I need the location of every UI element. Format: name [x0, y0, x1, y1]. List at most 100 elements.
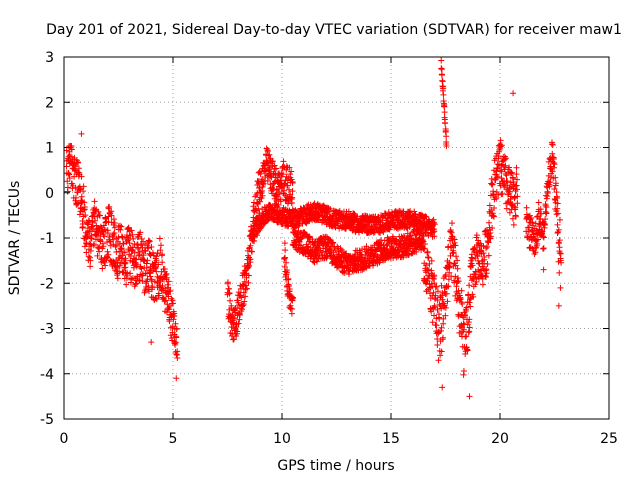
data-point: [165, 278, 172, 285]
data-point: [283, 259, 290, 266]
data-point: [539, 228, 546, 235]
data-point: [447, 226, 454, 233]
data-point: [439, 384, 446, 391]
data-point: [96, 244, 103, 251]
data-point: [440, 85, 447, 92]
data-point: [162, 285, 169, 292]
data-point: [556, 216, 563, 223]
data-point: [326, 236, 333, 243]
data-point: [532, 237, 539, 244]
data-point: [87, 257, 94, 264]
data-point: [118, 223, 125, 230]
data-point: [513, 171, 520, 178]
data-point: [510, 221, 517, 228]
data-point: [502, 162, 509, 169]
data-point: [446, 269, 453, 276]
data-point: [153, 268, 160, 275]
data-point: [343, 250, 350, 257]
data-point: [230, 319, 237, 326]
data-point: [81, 206, 88, 213]
data-point: [443, 142, 450, 149]
data-point: [161, 298, 168, 305]
data-point: [442, 312, 449, 319]
data-point: [475, 260, 482, 267]
data-point: [541, 221, 548, 228]
data-point: [514, 200, 521, 207]
data-point: [113, 242, 120, 249]
data-point: [138, 235, 145, 242]
data-point: [502, 155, 509, 162]
data-point: [165, 284, 172, 291]
data-point: [440, 320, 447, 327]
data-point: [247, 242, 254, 249]
data-point: [532, 249, 539, 256]
data-point: [452, 262, 459, 269]
data-point: [431, 219, 438, 226]
data-point: [540, 233, 547, 240]
data-point: [438, 324, 445, 331]
data-point: [535, 199, 542, 206]
data-point: [425, 254, 432, 261]
data-point: [173, 326, 180, 333]
data-point: [460, 326, 467, 333]
data-point: [466, 316, 473, 323]
data-point: [306, 233, 313, 240]
data-point: [439, 77, 446, 84]
data-point: [138, 265, 145, 272]
data-point: [130, 235, 137, 242]
data-point: [440, 91, 447, 98]
axis-ticks: 0 5 10 15 20 25 -5 -4 -3 -2 -1 0 1 2 3: [40, 50, 618, 447]
data-point: [242, 293, 249, 300]
data-point: [157, 247, 164, 254]
data-point: [112, 243, 119, 250]
data-point: [230, 336, 237, 343]
data-point: [553, 211, 560, 218]
data-point: [248, 248, 255, 255]
data-point: [439, 296, 446, 303]
data-point: [144, 245, 151, 252]
data-point: [98, 227, 105, 234]
data-point: [455, 313, 462, 320]
data-point: [428, 257, 435, 264]
data-point: [473, 232, 480, 239]
data-point: [145, 244, 152, 251]
data-point: [80, 188, 87, 195]
data-point: [246, 262, 253, 269]
data-point: [557, 250, 564, 257]
data-point: [262, 167, 269, 174]
data-point: [422, 240, 429, 247]
data-point: [226, 290, 233, 297]
data-point: [159, 259, 166, 266]
data-point: [463, 333, 470, 340]
data-point: [288, 306, 295, 313]
data-point: [400, 254, 407, 261]
data-point: [481, 254, 488, 261]
data-point: [96, 212, 103, 219]
data-point: [121, 260, 128, 267]
data-point: [523, 204, 530, 211]
data-point: [326, 208, 333, 215]
data-point: [285, 283, 292, 290]
data-point: [119, 252, 126, 259]
data-point: [506, 209, 513, 216]
data-point: [452, 242, 459, 249]
data-point: [271, 166, 278, 173]
data-point: [311, 200, 318, 207]
data-point: [87, 263, 94, 270]
data-point: [146, 238, 153, 245]
x-tick-label: 25: [600, 431, 618, 447]
data-point: [512, 213, 519, 220]
data-point: [454, 274, 461, 281]
data-point: [245, 279, 252, 286]
data-point: [487, 229, 494, 236]
data-point: [83, 239, 90, 246]
data-point: [85, 221, 92, 228]
data-point: [467, 303, 474, 310]
data-point: [235, 289, 242, 296]
data-point: [279, 171, 286, 178]
data-point: [117, 226, 124, 233]
data-point: [130, 264, 137, 271]
data-point: [490, 190, 497, 197]
data-point: [137, 229, 144, 236]
